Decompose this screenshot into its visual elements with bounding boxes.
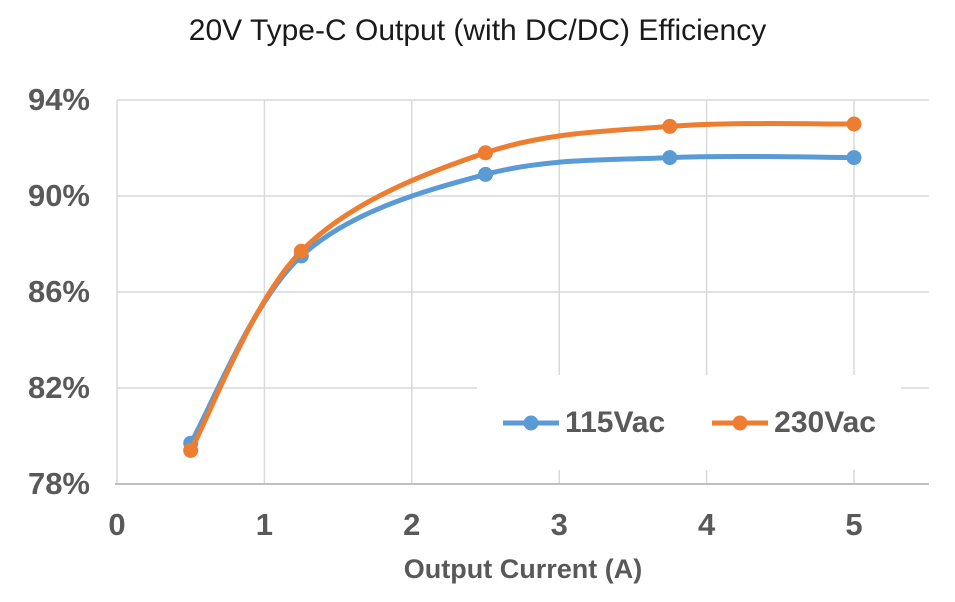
chart-title: 20V Type-C Output (with DC/DC) Efficienc… — [188, 14, 767, 47]
legend-label-115vac: 115Vac — [565, 405, 666, 439]
data-point-marker-115vac — [846, 150, 862, 166]
legend: 115Vac 230Vac — [477, 375, 901, 470]
legend-key-line-marker-icon — [503, 415, 560, 430]
y-tick-label: 78% — [27, 466, 90, 501]
data-point-marker-230vac — [293, 243, 309, 259]
legend-key-line-marker-icon — [712, 415, 769, 430]
data-point-marker-230vac — [662, 118, 678, 134]
data-point-marker-230vac — [846, 116, 862, 132]
data-point-marker-230vac — [183, 442, 199, 458]
y-tick-label: 94% — [27, 82, 90, 117]
series-curves — [183, 116, 862, 458]
y-tick-label: 82% — [27, 370, 90, 405]
x-tick-label: 0 — [108, 507, 126, 542]
x-tick-label: 2 — [403, 507, 421, 542]
x-axis-title: Output Current (A) — [403, 554, 643, 584]
x-tick-label: 1 — [255, 507, 274, 542]
legend-label-230vac: 230Vac — [774, 405, 876, 439]
x-tick-label: 5 — [845, 507, 863, 542]
legend-item-230vac: 230Vac — [711, 406, 876, 440]
data-point-marker-115vac — [662, 150, 678, 166]
data-point-marker-115vac — [478, 166, 493, 182]
x-tick-label: 4 — [697, 507, 716, 542]
legend-item-115vac: 115Vac — [502, 406, 665, 440]
y-tick-label: 90% — [27, 178, 90, 213]
y-tick-label: 86% — [27, 274, 90, 309]
data-point-marker-230vac — [478, 145, 493, 161]
x-tick-label: 3 — [550, 507, 568, 542]
